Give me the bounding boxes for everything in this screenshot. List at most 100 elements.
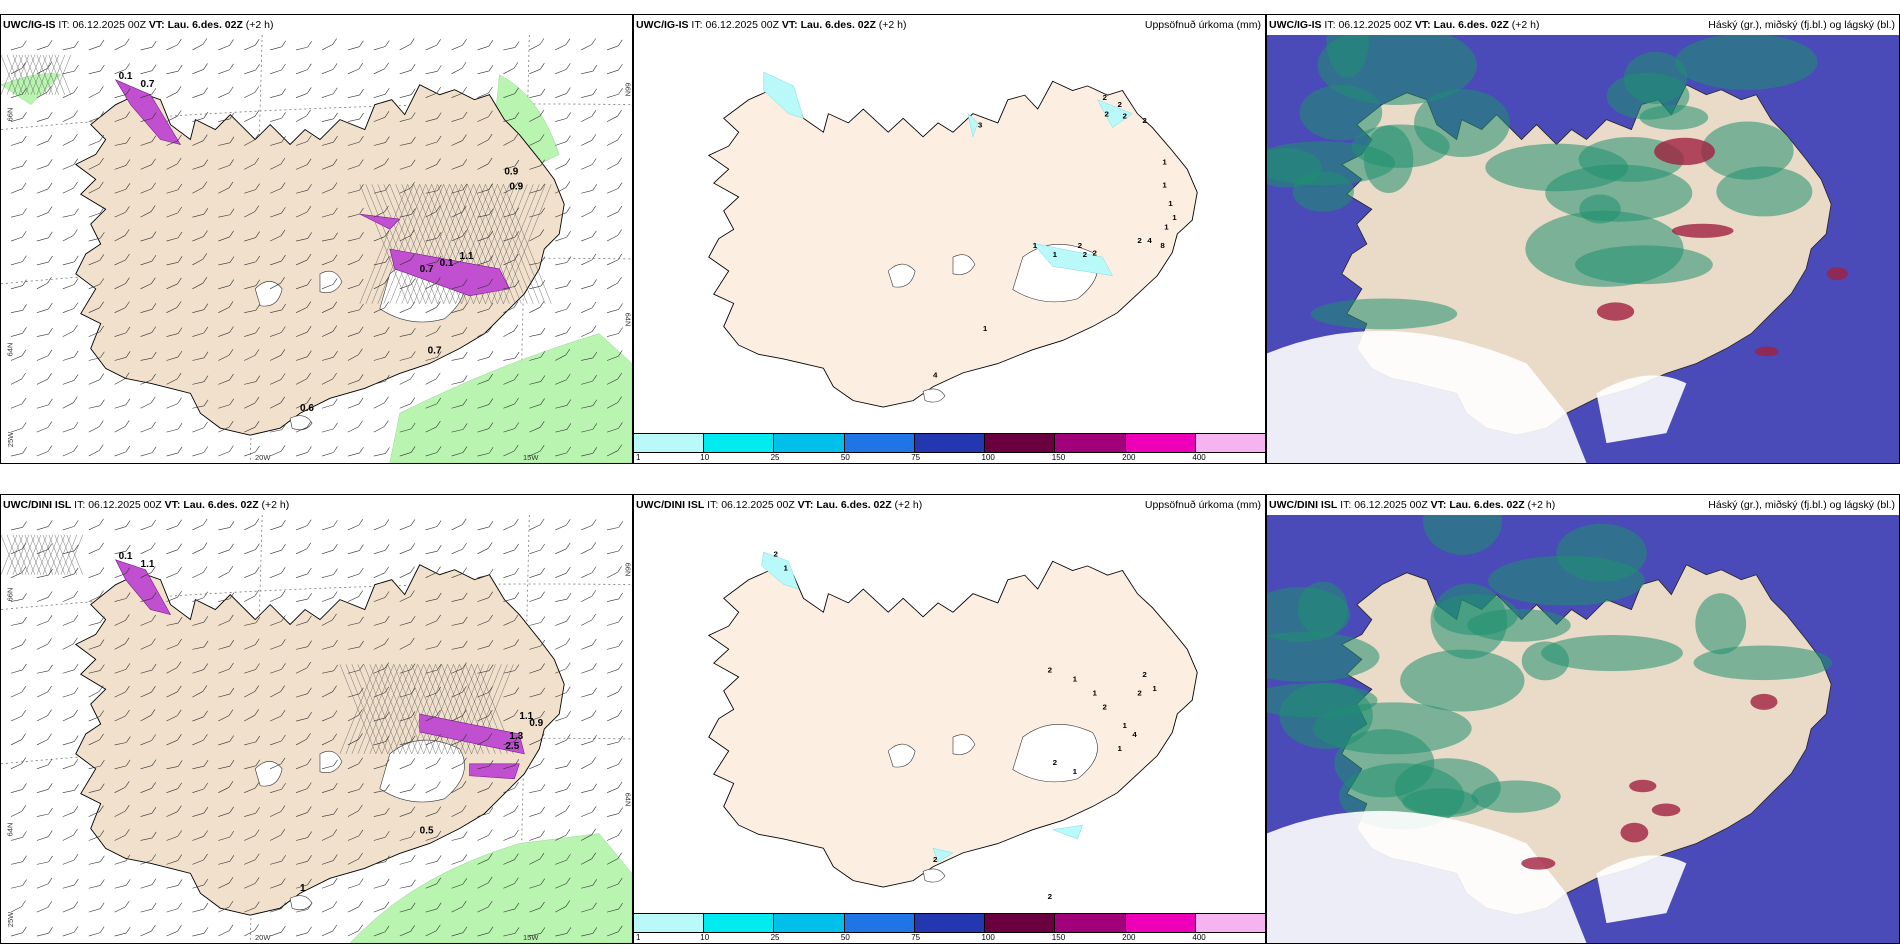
glacier xyxy=(289,415,313,431)
map-area: 0.1 0.7 0.9 0.9 0.7 0.1 1.1 0.6 0.7 xyxy=(1,35,632,463)
glacier xyxy=(319,750,343,773)
precip-value-label: 1 xyxy=(1164,223,1169,232)
precip-value-label: 1 xyxy=(1053,250,1058,259)
precip-value-label: 2 xyxy=(1048,666,1052,675)
lat-label: 64N xyxy=(5,342,15,357)
vt-label: VT: xyxy=(164,499,181,511)
legend-tick-label: 100 xyxy=(981,453,995,462)
panel-cloud-dini: UWC/DINI ISL IT: 06.12.2025 00Z VT: Lau.… xyxy=(1266,494,1900,944)
model-name: UWC/IG-IS xyxy=(1269,19,1322,31)
precip-value-label: 1 xyxy=(1073,675,1078,684)
panel-header: UWC/IG-IS IT: 06.12.2025 00Z VT: Lau. 6.… xyxy=(3,19,274,31)
model-name: UWC/IG-IS xyxy=(636,19,689,31)
glacier xyxy=(922,868,946,883)
legend-tick-label: 1 xyxy=(636,453,641,462)
init-time: 06.12.2025 00Z xyxy=(705,19,779,31)
precip-value-label: 0.9 xyxy=(509,181,523,192)
field-title: Háský (gr.), miðský (fj.bl.) og lágský (… xyxy=(1708,19,1895,31)
precip-value-label: 8 xyxy=(1160,241,1165,250)
legend-tick-label: 75 xyxy=(911,453,921,462)
precip-value-label: 1 xyxy=(1093,689,1098,698)
precip-value-label: 1 xyxy=(1122,721,1127,730)
map-svg xyxy=(1267,515,1899,943)
legend-swatch xyxy=(704,914,775,932)
precip-value-label: 0.7 xyxy=(141,79,155,90)
precip-legend xyxy=(634,913,1265,933)
panel-header: UWC/IG-IS IT: 06.12.2025 00Z VT: Lau. 6.… xyxy=(1269,19,1540,31)
precip-value-label: 0.5 xyxy=(420,826,434,837)
iceland-land xyxy=(707,560,1198,888)
heavy-precip-areas xyxy=(115,559,525,780)
precip-value-label: 2.5 xyxy=(505,741,519,752)
legend-tick-label: 200 xyxy=(1122,933,1136,942)
legend-swatch xyxy=(1125,914,1196,932)
legend-swatch xyxy=(914,434,986,452)
panel-header: UWC/DINI ISL IT: 06.12.2025 00Z VT: Lau.… xyxy=(3,499,289,511)
iceland-land xyxy=(74,564,565,916)
it-label: IT: xyxy=(1340,499,1352,511)
glacier xyxy=(922,388,946,403)
precip-value-label: 2 xyxy=(1122,112,1126,121)
precip-value-label: 1 xyxy=(1152,684,1157,693)
precip-value-label: 2 xyxy=(1105,110,1109,119)
legend-swatch xyxy=(985,434,1056,452)
valid-time: Lau. 6.des. 02Z xyxy=(1433,19,1509,31)
precip-value-label: 2 xyxy=(774,550,778,559)
legend-swatch xyxy=(704,434,775,452)
valid-time: Lau. 6.des. 02Z xyxy=(1449,499,1525,511)
precip-value-label: 2 xyxy=(1142,116,1146,125)
precip-value-label: 1.1 xyxy=(460,251,474,262)
precip-value-label: 0.1 xyxy=(440,258,454,269)
model-name: UWC/DINI ISL xyxy=(1269,499,1338,511)
it-label: IT: xyxy=(74,499,86,511)
legend-tick-label: 400 xyxy=(1192,453,1206,462)
lat-label: 25W xyxy=(6,911,16,928)
legend-swatch xyxy=(1195,914,1265,932)
precip-value-label: 1.1 xyxy=(141,559,155,570)
init-time: 06.12.2025 00Z xyxy=(1354,499,1428,511)
lat-label: 64N xyxy=(5,822,15,837)
lat-label-right: 64N xyxy=(623,312,633,327)
legend-tick-label: 150 xyxy=(1051,933,1066,942)
wind-barbs xyxy=(10,518,624,937)
low-cloud xyxy=(1267,330,1687,463)
glacier xyxy=(289,895,313,911)
vt-label: VT: xyxy=(781,19,798,31)
legend-tick-label: 400 xyxy=(1192,933,1206,942)
precip-value-label: 2 xyxy=(1048,892,1052,901)
it-label: IT: xyxy=(1324,19,1336,31)
legend-tick-label: 10 xyxy=(700,933,710,942)
legend-swatch xyxy=(844,914,915,932)
precip-value-label: 2 xyxy=(1078,241,1082,250)
precip-value-label: 1.3 xyxy=(509,731,523,742)
precip-value-label: 1 xyxy=(300,883,306,894)
legend-ticks: 1 10 25 50 75 100 150 200 400 xyxy=(634,453,1265,463)
field-title: Uppsöfnuð úrkoma (mm) xyxy=(1144,19,1261,31)
map-area xyxy=(1267,515,1899,943)
map-svg: 0.1 0.7 0.9 0.9 0.7 0.1 1.1 0.6 0.7 xyxy=(1,35,632,463)
low-cloud xyxy=(1267,810,1687,943)
precip-value-label: 1 xyxy=(1168,199,1173,208)
panel-precip-dini: UWC/DINI ISL IT: 06.12.2025 00Z VT: Lau.… xyxy=(633,494,1266,944)
it-label: IT: xyxy=(707,499,719,511)
vt-label: VT: xyxy=(1430,499,1447,511)
lat-label-right: 66N xyxy=(623,562,633,577)
precip-value-label: 2 xyxy=(1053,758,1057,767)
legend-swatch xyxy=(1125,434,1196,452)
legend-swatch xyxy=(774,914,845,932)
field-title: Uppsöfnuð úrkoma (mm) xyxy=(1144,499,1261,511)
init-time: 06.12.2025 00Z xyxy=(1338,19,1412,31)
precip-value-label: 1 xyxy=(1073,767,1078,776)
legend-tick-label: 1 xyxy=(636,933,641,942)
lon-label: 15W xyxy=(523,453,539,462)
lead-time: (+2 h) xyxy=(261,499,290,511)
legend-tick-label: 50 xyxy=(840,453,850,462)
mixed-cloud xyxy=(1521,693,1778,870)
precip-value-label: 0.9 xyxy=(529,718,543,729)
lead-time: (+2 h) xyxy=(878,19,907,31)
